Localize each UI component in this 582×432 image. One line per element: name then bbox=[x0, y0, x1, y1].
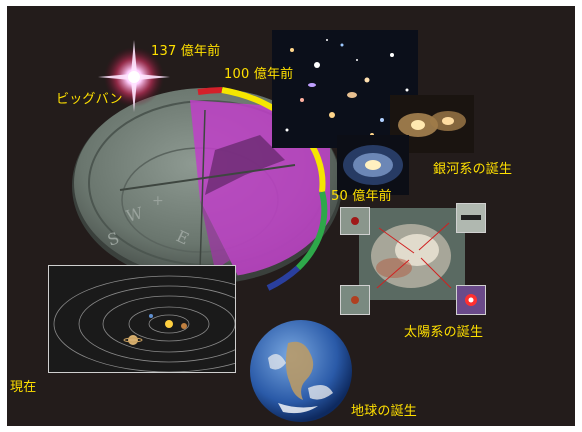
protostar-inset-1 bbox=[340, 207, 370, 235]
galaxy-birth-label: 銀河系の誕生 bbox=[433, 162, 513, 177]
solar-system-birth-label: 太陽系の誕生 bbox=[404, 325, 484, 340]
protostar-inset-4 bbox=[456, 285, 486, 315]
earth-image bbox=[250, 320, 352, 422]
timeline-segment-red bbox=[197, 87, 223, 95]
age-137-label: 137 億年前 bbox=[151, 44, 221, 59]
present-label: 現在 bbox=[10, 380, 37, 395]
solar-system-diagram bbox=[48, 265, 236, 373]
earth-birth-label: 地球の誕生 bbox=[351, 404, 418, 419]
big-bang-star bbox=[98, 40, 170, 112]
protostar-inset-2 bbox=[456, 203, 486, 233]
svg-text:W: W bbox=[124, 203, 145, 226]
nebula-image bbox=[359, 208, 465, 300]
svg-text:+: + bbox=[152, 193, 164, 209]
timeline-segment-green bbox=[295, 191, 328, 271]
age-100-label: 100 億年前 bbox=[224, 67, 294, 82]
timeline-segment-blue bbox=[266, 265, 301, 291]
interacting-galaxies-image bbox=[390, 95, 474, 153]
big-bang-label: ビッグバン bbox=[56, 92, 123, 107]
protostar-inset-3 bbox=[340, 285, 370, 315]
age-50-label: 50 億年前 bbox=[331, 189, 392, 204]
spiral-galaxy-image bbox=[337, 135, 409, 195]
